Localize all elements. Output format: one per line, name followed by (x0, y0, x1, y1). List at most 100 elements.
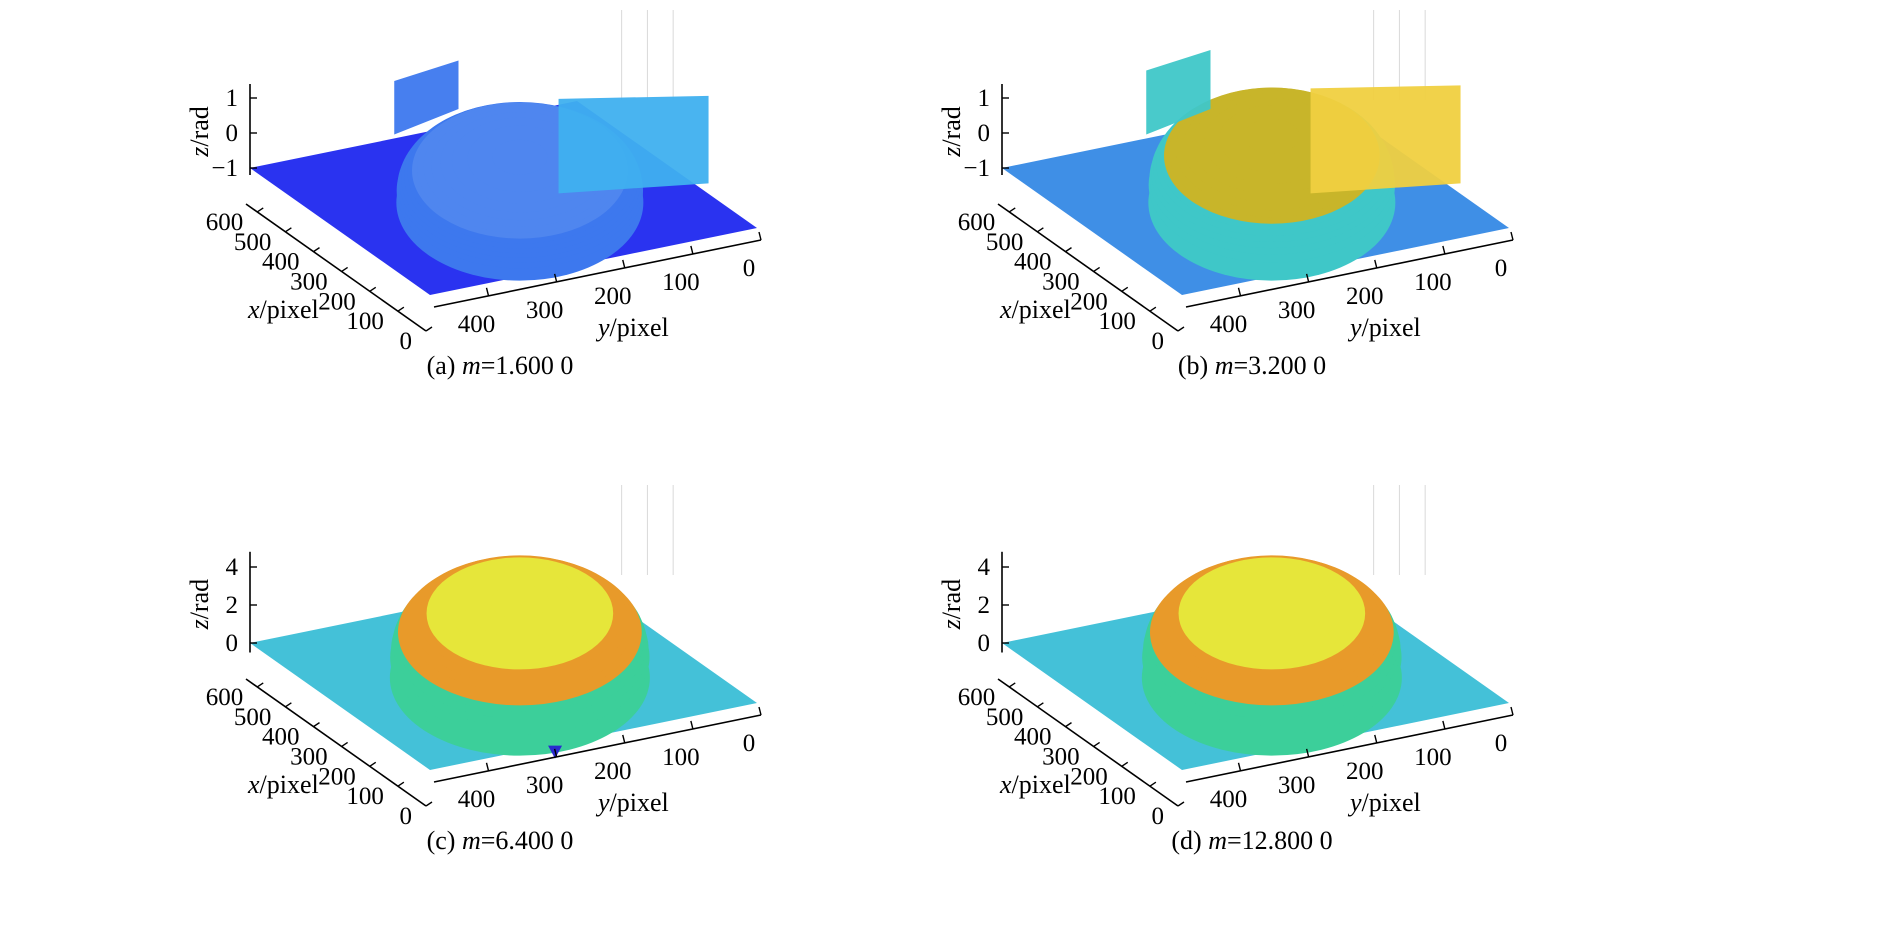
y-tick-label: 0 (743, 730, 756, 757)
surface-plot-a: 01002003004005006000100200300400−101z/ra… (185, 10, 762, 380)
x-tick-label: 200 (1070, 288, 1108, 315)
y-tick-mark (1237, 287, 1242, 297)
x-tick-mark (369, 286, 377, 292)
y-tick-label: 100 (1414, 744, 1452, 771)
z-tick-label: 1 (226, 85, 239, 112)
y-tick-label: 400 (458, 786, 496, 813)
z-tick-label: 4 (978, 554, 991, 581)
y-tick-mark (622, 734, 626, 744)
y-tick-mark (1305, 273, 1310, 283)
y-tick-label: 0 (1495, 730, 1508, 757)
surface-plot-d: 01002003004005006000100200300400024z/rad… (937, 485, 1514, 855)
dome-surface (389, 555, 650, 756)
surface-plot-b: 01002003004005006000100200300400−101z/ra… (937, 10, 1514, 380)
dome-layer (1242, 584, 1301, 620)
z-tick-label: 0 (226, 120, 239, 147)
x-tick-label: 200 (318, 763, 356, 790)
x-tick-label: 100 (1098, 308, 1136, 335)
x-tick-mark (256, 682, 264, 688)
y-tick-mark (1442, 720, 1446, 730)
x-axis-line (245, 203, 427, 332)
x-axis-label: x/pixel (247, 295, 319, 324)
y-tick-label: 400 (458, 311, 496, 338)
panel-caption: (d) m=12.800 0 (1171, 826, 1332, 855)
z-tick-label: 0 (978, 630, 991, 657)
y-tick-mark (485, 762, 490, 772)
x-axis-label: x/pixel (999, 295, 1071, 324)
x-tick-label: 600 (206, 209, 244, 236)
side-wall (1310, 85, 1461, 194)
y-tick-mark (690, 720, 694, 730)
dome-layer (492, 139, 548, 175)
y-tick-label: 200 (1346, 283, 1384, 310)
x-tick-mark (1065, 722, 1072, 728)
gridlines (1373, 10, 1426, 100)
x-tick-label: 0 (400, 328, 413, 355)
y-tick-label: 0 (1495, 255, 1508, 282)
panel-a: 0 100 200 300 400 500 600 0 100 200 300 400 −1 0 1 z/ra… (0, 0, 945, 475)
x-tick-mark (1177, 801, 1185, 807)
y-tick-mark (758, 231, 762, 241)
panel-c: 0 100 200 300 400 500 600 0 100 200 300 400 0 2 4 z/rad… (0, 475, 945, 950)
y-tick-label: 200 (1346, 758, 1384, 785)
x-tick-mark (1177, 326, 1185, 332)
x-tick-label: 500 (986, 704, 1024, 731)
x-tick-mark (284, 702, 292, 708)
x-tick-label: 600 (958, 684, 996, 711)
x-tick-mark (1008, 207, 1016, 213)
z-tick-label: −1 (211, 155, 238, 182)
y-tick-label: 100 (1414, 269, 1452, 296)
z-tick-label: 4 (226, 554, 239, 581)
z-tick-label: 0 (978, 120, 991, 147)
x-tick-mark (1093, 741, 1101, 748)
x-tick-mark (1065, 247, 1072, 253)
x-tick-mark (1008, 682, 1016, 688)
x-tick-label: 300 (1042, 268, 1080, 295)
dome-layer (490, 584, 549, 620)
y-tick-mark (1305, 748, 1310, 758)
z-tick-label: 0 (226, 630, 239, 657)
y-tick-label: 200 (594, 283, 632, 310)
panel-caption: (a) m=1.600 0 (427, 351, 574, 380)
side-wall (558, 95, 709, 194)
x-tick-label: 0 (1152, 328, 1165, 355)
x-tick-mark (425, 801, 433, 807)
x-axis-line (245, 678, 427, 807)
z-tick-label: 2 (978, 592, 991, 619)
y-tick-label: 200 (594, 758, 632, 785)
x-tick-mark (397, 306, 405, 312)
z-axis-label: z/rad (937, 579, 966, 631)
y-tick-label: 0 (743, 255, 756, 282)
panel-b: 0 100 200 300 400 500 600 0 100 200 300 400 −1 0 1 z/ra… (752, 0, 1697, 475)
wrap-artifact-walls (1146, 50, 1461, 194)
dome-surface (1141, 555, 1402, 756)
y-tick-mark (553, 748, 558, 758)
y-tick-mark (1237, 762, 1242, 772)
x-tick-label: 100 (346, 308, 384, 335)
y-tick-label: 300 (526, 772, 564, 799)
y-tick-mark (622, 259, 626, 269)
x-tick-label: 300 (290, 743, 328, 770)
z-tick-label: 2 (226, 592, 239, 619)
x-tick-mark (1036, 227, 1044, 233)
z-tick-label: −1 (963, 155, 990, 182)
x-axis-line (997, 203, 1179, 332)
x-tick-mark (1036, 702, 1044, 708)
x-tick-label: 0 (1152, 803, 1165, 830)
y-tick-label: 400 (1210, 311, 1248, 338)
surface-plot-c: 01002003004005006000100200300400024z/rad… (185, 485, 762, 855)
z-axis-label: z/rad (937, 106, 966, 158)
x-axis-label: x/pixel (999, 770, 1071, 799)
x-tick-mark (284, 227, 292, 233)
x-tick-mark (369, 761, 377, 767)
back-wall (394, 60, 459, 135)
y-tick-label: 300 (1278, 297, 1316, 324)
z-axis-label: z/rad (185, 106, 214, 158)
x-tick-label: 400 (262, 249, 300, 276)
y-axis-label: y/pixel (595, 313, 669, 342)
y-tick-mark (758, 706, 762, 716)
z-axis-label: z/rad (185, 579, 214, 631)
